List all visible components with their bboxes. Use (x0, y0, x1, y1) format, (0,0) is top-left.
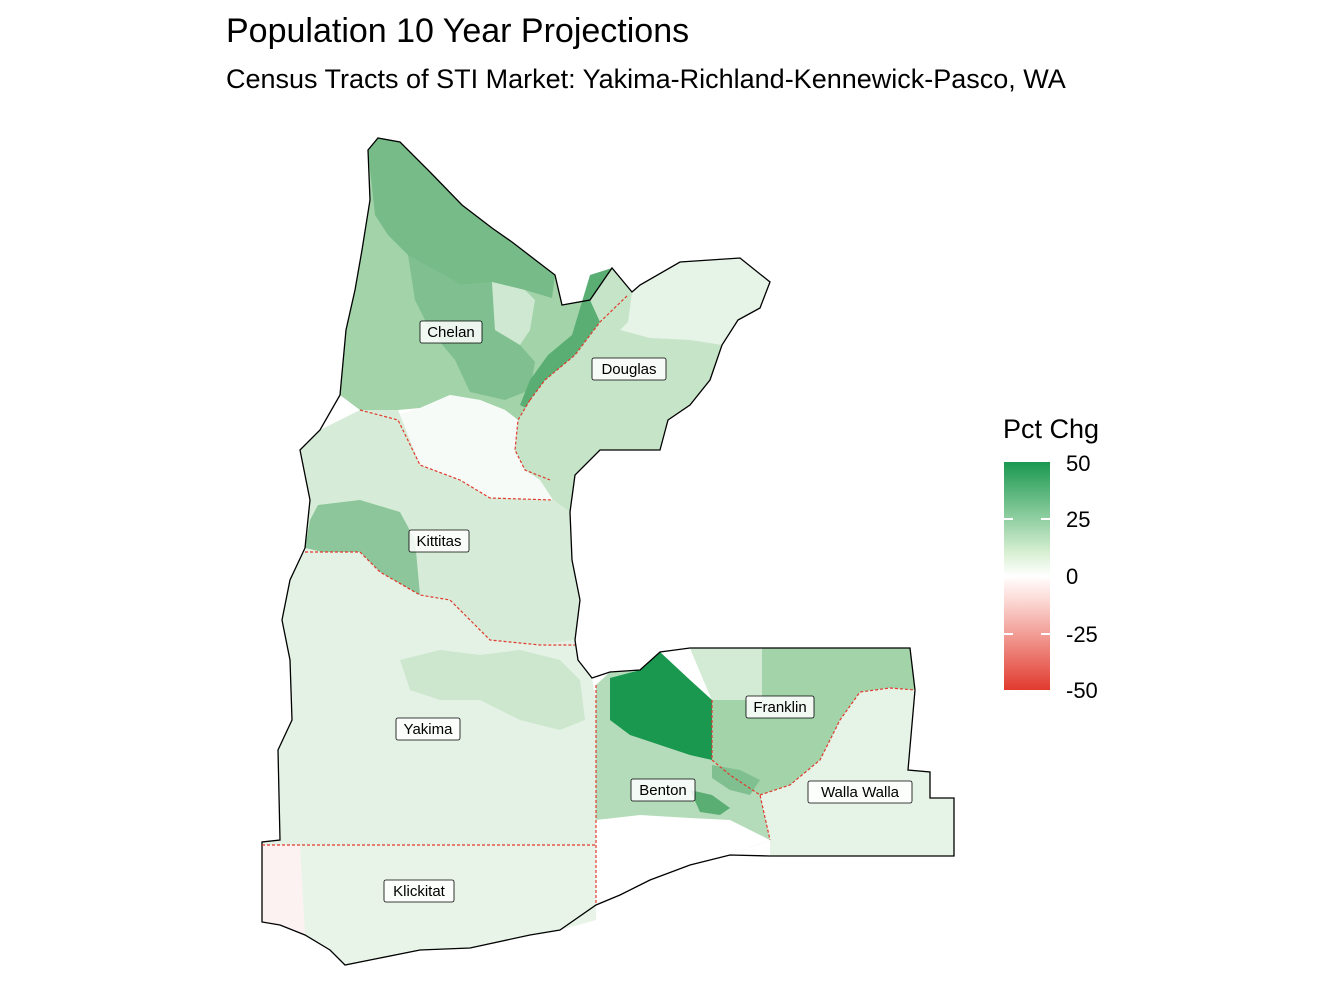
legend-tick-mark (1041, 633, 1050, 635)
county-boundaries (262, 294, 916, 905)
county-labels: Chelan Douglas Kittitas Yakima Klickitat… (383, 320, 913, 903)
svg-text:Douglas: Douglas (601, 361, 656, 378)
tract-chelan-lake (492, 282, 535, 345)
label-franklin[interactable]: Franklin (745, 695, 815, 719)
legend-tick-mark (1041, 518, 1050, 520)
legend-tick-label: -50 (1066, 678, 1098, 703)
label-benton[interactable]: Benton (630, 778, 696, 802)
tract-franklin-west (690, 648, 762, 700)
tract-chelan-south (380, 395, 552, 500)
legend-tick-label: 25 (1066, 507, 1091, 532)
tract-kittitas-west (305, 500, 420, 595)
legend-tick-label: 0 (1066, 564, 1079, 589)
market-boundary (261, 137, 955, 966)
legend-tick-label: 50 (1066, 451, 1091, 476)
svg-text:Benton: Benton (639, 782, 687, 799)
legend-tick-mark (1041, 576, 1050, 578)
svg-text:Walla Walla: Walla Walla (821, 784, 900, 801)
county-kittitas[interactable] (300, 410, 580, 645)
svg-text:Kittitas: Kittitas (416, 533, 461, 550)
legend-title: Pct Chg (1003, 414, 1100, 444)
tract-benton-hanford (610, 652, 712, 760)
legend-tick-mark (1004, 633, 1013, 635)
tract-chelan-north (368, 138, 555, 298)
tract-douglas-north (620, 258, 770, 345)
map-subtitle: Census Tracts of STI Market: Yakima-Rich… (226, 64, 1066, 94)
svg-text:Klickitat: Klickitat (393, 883, 446, 900)
tract-benton-tricities (690, 790, 730, 815)
county-klickitat[interactable] (262, 845, 596, 965)
label-klickitat[interactable]: Klickitat (383, 879, 455, 903)
map-title: Population 10 Year Projections (226, 12, 690, 50)
tract-klickitat-west (262, 845, 305, 935)
label-douglas[interactable]: Douglas (591, 357, 667, 381)
label-walla-walla[interactable]: Walla Walla (807, 780, 913, 804)
tract-benton-south (596, 815, 770, 905)
tract-yakima-valley (400, 650, 585, 730)
legend-tick-label: -25 (1066, 622, 1098, 647)
county-yakima[interactable] (262, 548, 596, 845)
svg-text:Yakima: Yakima (404, 721, 454, 738)
legend-tick-mark (1004, 518, 1013, 520)
svg-text:Franklin: Franklin (753, 699, 806, 716)
label-chelan[interactable]: Chelan (419, 320, 483, 344)
label-kittitas[interactable]: Kittitas (408, 529, 470, 553)
county-walla-walla[interactable] (760, 688, 954, 856)
legend-tick-mark (1004, 576, 1013, 578)
svg-text:Chelan: Chelan (427, 324, 475, 341)
label-yakima[interactable]: Yakima (395, 717, 461, 741)
